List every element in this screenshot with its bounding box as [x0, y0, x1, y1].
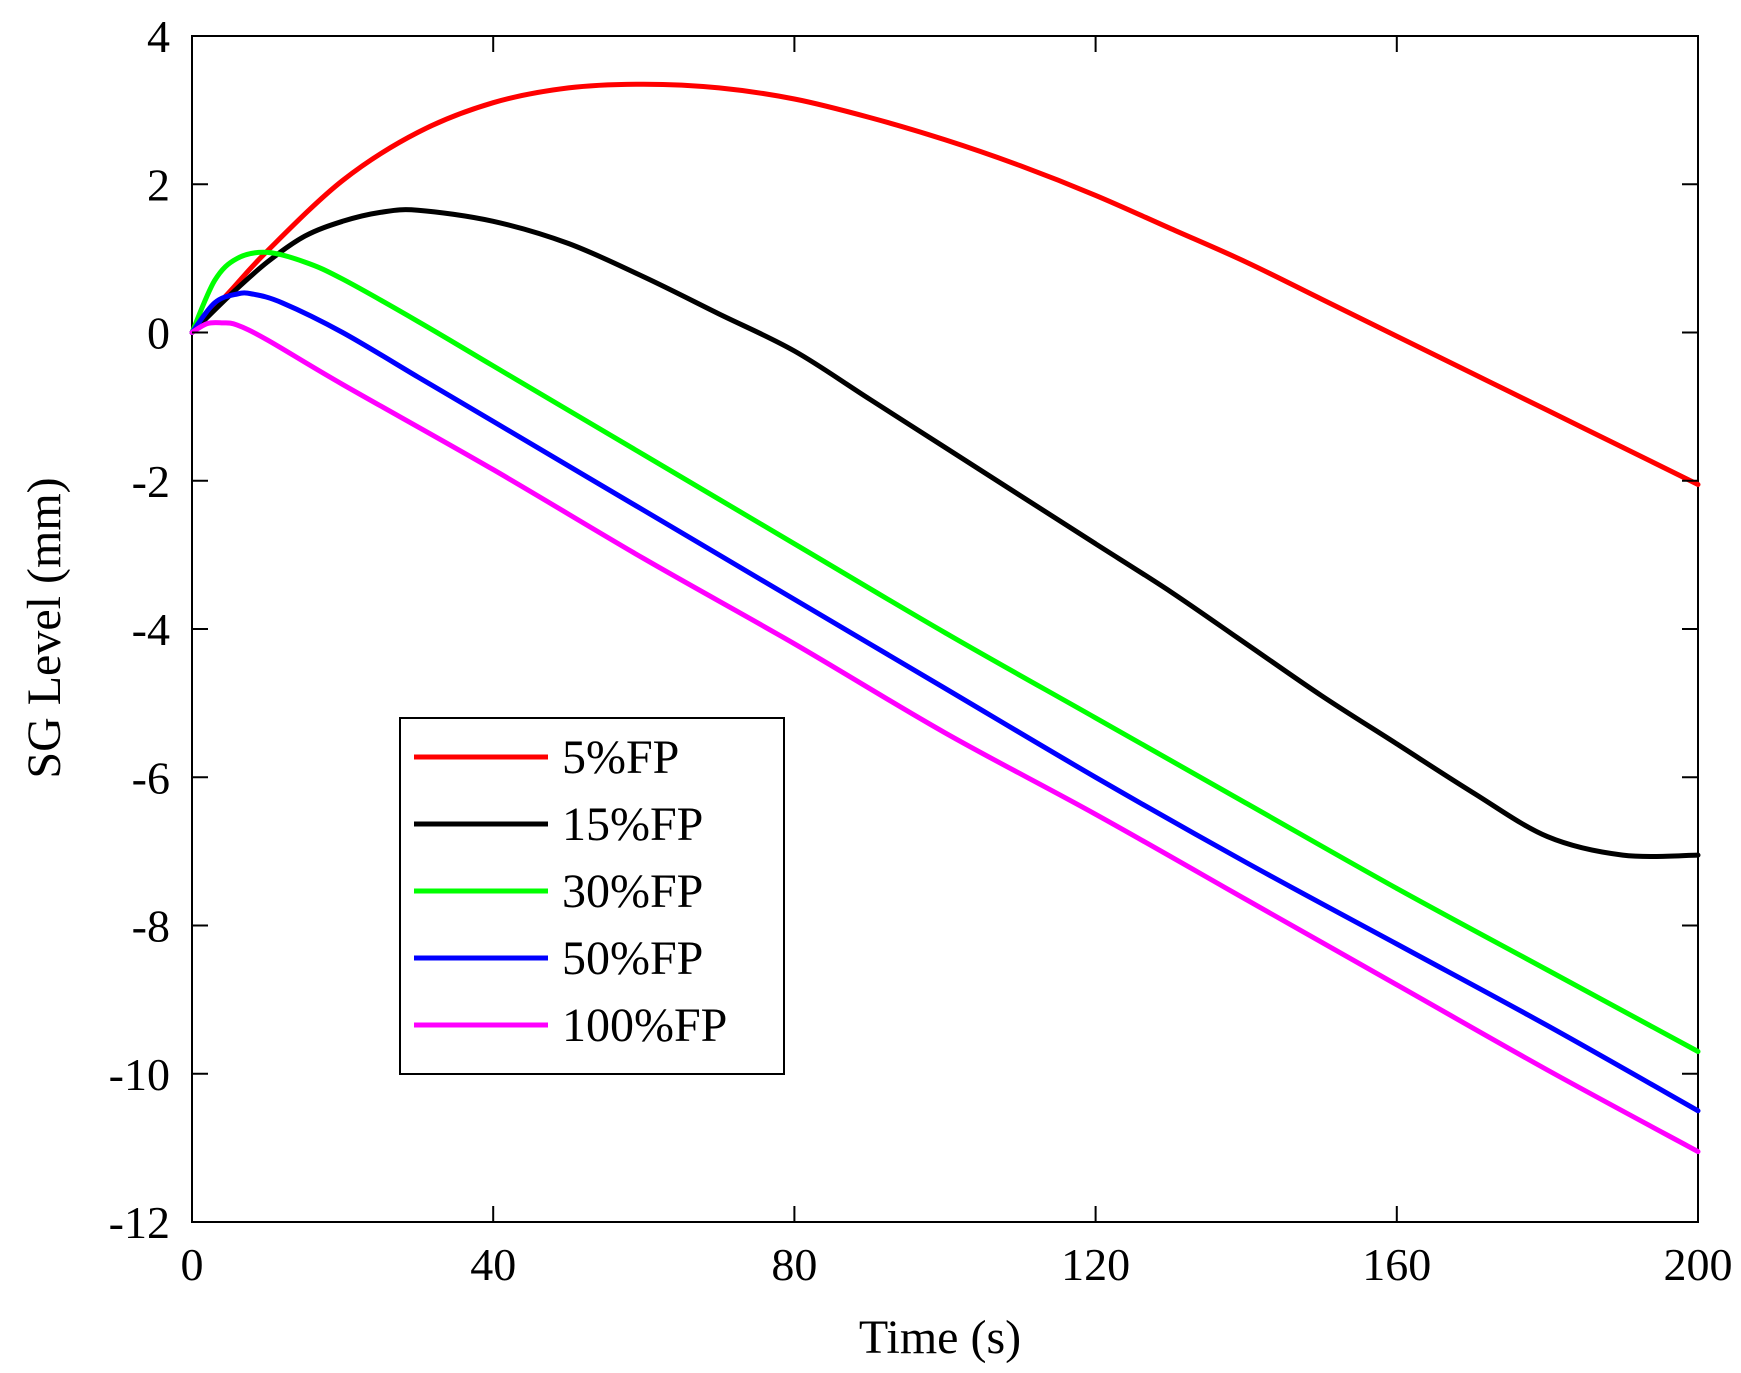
legend: 5%FP 15%FP 30%FP 50%FP 100%FP: [399, 717, 785, 1075]
y-tick-label: -6: [132, 752, 170, 803]
x-tick-label: 120: [1061, 1239, 1130, 1290]
series-layer: [189, 81, 1701, 1155]
y-axis-title: SG Level (mm): [18, 477, 71, 778]
series-line-5pctfp: [189, 81, 1701, 487]
series-line-50pctfp: [189, 290, 1701, 1114]
y-tick-label: -8: [132, 901, 170, 952]
y-tick-label: -10: [109, 1049, 170, 1100]
x-tick-label: 200: [1664, 1239, 1733, 1290]
y-tick-label: 2: [147, 159, 170, 210]
x-tick-label: 80: [771, 1239, 817, 1290]
y-tick-label: -12: [109, 1197, 170, 1248]
x-tick-label: 160: [1362, 1239, 1431, 1290]
series-line-30pctfp: [189, 249, 1701, 1054]
x-tick-label: 0: [181, 1239, 204, 1290]
x-tick-label: 40: [470, 1239, 516, 1290]
series-line-100pctfp: [189, 320, 1701, 1155]
ticks-layer: 0 40 80 120 160 200 4 2 0 -2 -4 -6 -8 -10 -12: [109, 11, 1733, 1290]
y-tick-label: -4: [132, 604, 170, 655]
series-line-15pctfp: [189, 207, 1701, 859]
legend-label: 5%FP: [562, 731, 679, 784]
y-tick-label: 0: [147, 308, 170, 359]
y-tick-label: 4: [147, 11, 170, 62]
y-tick-label: -2: [132, 456, 170, 507]
x-axis-title: Time (s): [859, 1311, 1021, 1364]
legend-label: 30%FP: [562, 865, 703, 918]
legend-label: 15%FP: [562, 798, 703, 851]
legend-label: 50%FP: [562, 932, 703, 985]
legend-box: [399, 717, 785, 1075]
legend-label: 100%FP: [562, 999, 727, 1052]
